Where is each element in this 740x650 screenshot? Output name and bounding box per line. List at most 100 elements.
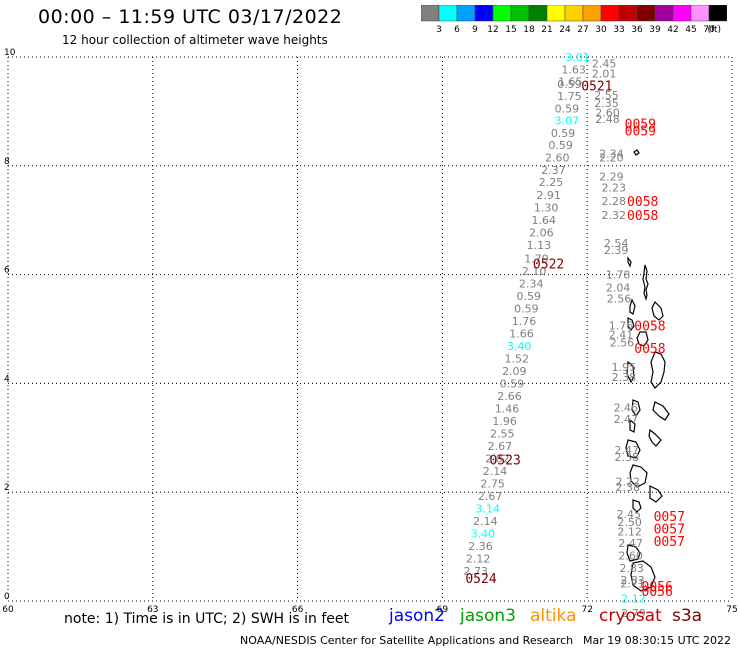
legend-swatch <box>582 5 602 22</box>
wave-height-value: 1.96 <box>492 415 517 428</box>
wave-height-value: 2.37 <box>541 164 566 177</box>
wave-height-value: 2.79 <box>621 607 646 620</box>
wave-height-value: 2.41 <box>609 328 634 341</box>
wave-height-value: 1.64 <box>532 214 557 227</box>
satellite-altika: altika <box>530 606 577 626</box>
island-outline <box>625 439 641 459</box>
pass-time-label: 0056 <box>642 585 673 600</box>
wave-height-labels: 3.011.631.650.591.750.593.070.590.592.60… <box>463 51 645 620</box>
y-tick-label: 2 <box>4 483 10 493</box>
legend-label: 24 <box>559 25 571 35</box>
pass-time-label: 0059 <box>625 117 656 132</box>
x-tick-label: 63 <box>147 605 158 615</box>
wave-height-value: 2.47 <box>614 413 639 426</box>
wave-height-value: 2.10 <box>522 265 547 278</box>
legend-swatch <box>690 5 710 22</box>
legend-swatch <box>438 5 458 22</box>
wave-height-value: 2.25 <box>539 176 564 189</box>
wave-height-value: 0.59 <box>514 302 539 315</box>
island-outline <box>629 464 648 488</box>
y-tick-label: 0 <box>4 592 10 602</box>
satellite-jason2: jason2 <box>389 606 445 626</box>
legend-label: 15 <box>505 25 516 35</box>
x-tick-label: 60 <box>2 605 14 615</box>
wave-height-value: 2.54 <box>604 237 629 250</box>
wave-height-value: 2.45 <box>616 508 641 521</box>
wave-height-value: 1.65 <box>558 75 583 88</box>
wave-height-value: 2.47 <box>618 537 643 550</box>
island-outline <box>627 317 635 331</box>
legend-label: 42 <box>667 25 678 35</box>
chart-title: 00:00 – 11:59 UTC 03/17/2022 <box>38 6 343 28</box>
y-tick-label: 10 <box>4 48 16 58</box>
wave-height-value: 1.30 <box>534 202 559 215</box>
axis-tick-labels: 60 63 66 69 72 75 0 2 4 6 8 10 <box>2 48 737 615</box>
wave-height-value: 2.29 <box>599 171 624 184</box>
chart-grid <box>7 56 733 602</box>
x-tick-label: 75 <box>726 605 737 615</box>
wave-height-value: 2.04 <box>606 282 631 295</box>
legend-label: 18 <box>523 25 535 35</box>
wave-height-value: 2.32 <box>601 209 626 222</box>
chart-subtitle: 12 hour collection of altimeter wave hei… <box>62 33 328 47</box>
legend-label: 30 <box>595 25 607 35</box>
wave-height-value: 2.20 <box>599 152 624 165</box>
pass-time-label: 0521 <box>581 79 612 94</box>
wave-height-value: 1.63 <box>561 64 586 77</box>
wave-height-value: 2.55 <box>594 89 619 102</box>
x-tick-label: 66 <box>292 605 304 615</box>
legend-swatch <box>492 5 512 22</box>
island-outline <box>651 300 664 321</box>
legend-swatch <box>618 5 638 22</box>
pass-time-label: 0058 <box>634 342 665 357</box>
island-outline <box>636 331 649 347</box>
pass-time-label: 0056 <box>642 580 673 595</box>
island-outline <box>630 560 656 592</box>
legend-label: 36 <box>631 25 643 35</box>
legend-label: 45 <box>685 25 696 35</box>
legend-label: 70 <box>703 25 715 35</box>
wave-height-value: 2.28 <box>601 195 626 208</box>
island-outline <box>629 418 636 433</box>
legend-label: 33 <box>613 25 624 35</box>
legend-swatch <box>654 5 674 22</box>
wave-height-value: 2.12 <box>621 592 646 605</box>
wave-height-value: 2.82 <box>485 452 510 465</box>
pass-time-label: 0522 <box>533 258 564 273</box>
legend-label: 9 <box>472 25 478 35</box>
wave-height-value: 2.38 <box>615 451 640 464</box>
coastline-outlines <box>625 149 670 592</box>
wave-height-value: 2.67 <box>488 440 513 453</box>
pass-time-label: 0059 <box>625 124 656 139</box>
island-outline <box>650 351 666 389</box>
pass-time-labels: 0521052205230524005900590058005800580058… <box>465 79 685 600</box>
wave-height-value: 1.75 <box>557 90 582 103</box>
legend-swatch <box>456 5 476 22</box>
pass-time-label: 0058 <box>627 209 658 224</box>
issued-timestamp: Mar 19 08:30:15 UTC 2022 <box>583 634 731 647</box>
wave-height-value: 1.95 <box>612 361 637 374</box>
y-tick-label: 8 <box>4 157 10 167</box>
satellite-cryosat: cryosat <box>599 606 662 626</box>
wave-height-value: 2.34 <box>519 277 544 290</box>
wave-height-value: 1.76 <box>609 320 634 333</box>
wave-height-value: 2.46 <box>614 401 639 414</box>
wave-height-value: 0.59 <box>500 377 525 390</box>
island-outline <box>642 264 649 302</box>
island-outline <box>626 544 641 562</box>
wave-height-value: 2.60 <box>618 549 643 562</box>
legend-swatch <box>528 5 548 22</box>
island-outline <box>629 298 636 315</box>
wave-height-value: 2.66 <box>497 390 522 403</box>
legend-swatch <box>672 5 692 22</box>
pass-time-label: 0057 <box>654 510 685 525</box>
wave-height-value: 2.67 <box>478 490 503 503</box>
wave-height-value: 2.01 <box>592 67 617 80</box>
pass-time-label: 0057 <box>654 523 685 538</box>
wave-height-value: 3.40 <box>471 528 496 541</box>
wave-height-value: 2.35 <box>594 97 619 110</box>
wave-height-value: 2.91 <box>536 189 561 202</box>
wave-height-value: 2.22 <box>615 475 640 488</box>
legend-swatch <box>510 5 530 22</box>
